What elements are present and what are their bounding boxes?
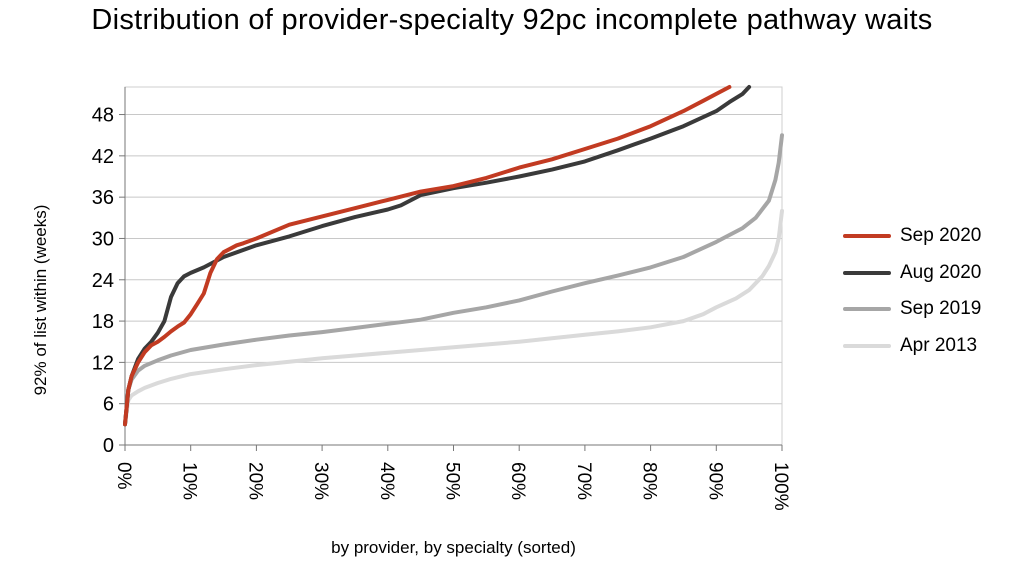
plot-frame: [124, 86, 783, 446]
x-tick-label: 80%: [639, 462, 660, 500]
y-tick-label: 36: [92, 187, 114, 209]
legend-item-2: Sep 2019: [843, 291, 981, 328]
legend-swatch: [843, 234, 891, 239]
legend-item-3: Apr 2013: [843, 328, 981, 365]
legend-item-1: Aug 2020: [843, 255, 981, 292]
legend-swatch: [843, 270, 891, 275]
axes: [119, 86, 783, 451]
x-axis-label: by provider, by specialty (sorted): [331, 538, 576, 557]
x-tick-label: 70%: [573, 462, 594, 500]
legend-label: Aug 2020: [900, 261, 982, 283]
legend-label: Apr 2013: [900, 334, 978, 356]
series-line-apr-2013: [123, 208, 784, 427]
y-tick-label: 0: [103, 435, 114, 457]
x-tick-label: 60%: [507, 462, 528, 500]
chart-title: Distribution of provider-specialty 92pc …: [91, 4, 933, 36]
x-tick-label: 0%: [113, 462, 134, 490]
y-tick-label: 18: [92, 311, 114, 333]
series-line-aug-2020: [123, 85, 752, 427]
legend-swatch: [843, 307, 891, 312]
series-line-sep-2020: [123, 85, 732, 427]
y-tick-label: 6: [103, 394, 114, 416]
x-tick-label: 20%: [244, 462, 265, 500]
y-axis-label: 92% of list within (weeks): [31, 204, 50, 396]
legend-label: Sep 2020: [900, 225, 982, 247]
x-tick-label: 40%: [376, 462, 397, 500]
y-tick-labels: 0 6 12 18 24 30 36 42 48: [92, 105, 114, 457]
y-tick-label: 12: [92, 352, 114, 374]
x-tick-labels: 0% 10% 20% 30% 40% 50% 60% 70% 80% 90% 100%: [113, 462, 791, 511]
y-tick-label: 48: [92, 105, 114, 127]
x-tick-label: 100%: [770, 462, 791, 511]
legend-swatch: [843, 343, 891, 348]
y-tick-label: 42: [92, 146, 114, 168]
x-tick-label: 10%: [179, 462, 200, 500]
legend: Sep 2020 Aug 2020 Sep 2019 Apr 2013: [843, 218, 981, 364]
legend-label: Sep 2019: [900, 298, 982, 320]
gridlines: [125, 114, 782, 405]
y-tick-label: 24: [92, 270, 114, 292]
x-tick-label: 50%: [442, 462, 463, 500]
series-lines: [123, 85, 784, 427]
x-tick-label: 90%: [704, 462, 725, 500]
series-line-sep-2019: [123, 133, 784, 427]
y-tick-label: 30: [92, 228, 114, 250]
legend-item-0: Sep 2020: [843, 218, 981, 255]
x-tick-label: 30%: [310, 462, 331, 500]
